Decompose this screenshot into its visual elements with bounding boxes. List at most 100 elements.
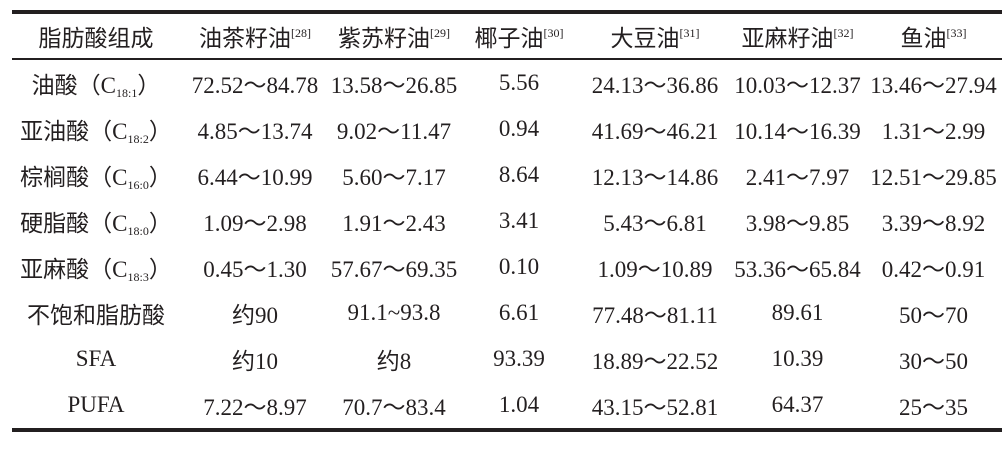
header-cell: 紫苏籽油[29] [330, 12, 458, 59]
table-cell: 8.64 [498, 162, 540, 187]
table-cell: 57.67～69.35 [330, 257, 458, 282]
header-cell: 脂肪酸组成 [38, 26, 154, 51]
table-row: SFA 约10 约8 93.39 18.89～22.52 10.39 30～50 [12, 336, 1002, 382]
label-end: ） [148, 256, 172, 282]
table-cell: 30～50 [899, 349, 968, 374]
table-row: 棕榈酸（C16:0） 6.44～10.99 5.60～7.17 8.64 12.13～1… [12, 152, 1002, 198]
table-cell: 3.98～9.85 [745, 211, 850, 236]
reference: [29] [430, 26, 450, 40]
table-cell: 3.39～8.92 [881, 211, 986, 236]
table-cell: 1.09～10.89 [597, 257, 713, 282]
oil-name: 椰子油 [474, 26, 544, 51]
table-row: 油酸（C18:1） 72.52～84.78 13.58～26.85 5.56 24.13… [12, 59, 1002, 106]
header-row: 脂肪酸组成 油茶籽油[28] 紫苏籽油[29] 椰子油[30] 大豆油[31] 亚麻籽油… [12, 12, 1002, 59]
table-row: PUFA 7.22～8.97 70.7～83.4 1.04 43.15～52.81 64.… [12, 382, 1002, 430]
table-cell: 5.60～7.17 [342, 165, 446, 190]
reference: [32] [833, 26, 854, 40]
table-cell: 18.89～22.52 [591, 349, 719, 374]
oil-name: 鱼油 [900, 26, 947, 51]
table-cell: 5.43～6.81 [603, 211, 707, 236]
table-row: 硬脂酸（C18:0） 1.09～2.98 1.91～2.43 3.41 5.43～6.8… [12, 198, 1002, 244]
table-cell: 12.13～14.86 [591, 165, 719, 190]
header-cell: 鱼油[33] [865, 12, 1002, 59]
label-end: ） [148, 210, 172, 236]
table-cell: 1.31～2.99 [881, 119, 986, 144]
oil-name: 紫苏籽油 [338, 26, 430, 51]
row-label: SFA [12, 336, 180, 382]
fatty-acid-table: 脂肪酸组成 油茶籽油[28] 紫苏籽油[29] 椰子油[30] 大豆油[31] 亚麻籽油… [12, 10, 1002, 432]
row-label: 棕榈酸（C16:0） [12, 152, 180, 198]
label-end: ） [148, 164, 172, 190]
table-cell: 6.44～10.99 [197, 165, 313, 190]
table-cell: 41.69～46.21 [591, 119, 719, 144]
label-text: 棕榈酸（C [20, 164, 128, 190]
oil-name: 大豆油 [610, 26, 680, 51]
header-cell: 亚麻籽油[32] [730, 12, 865, 59]
table-row: 亚麻酸（C18:3） 0.45～1.30 57.67～69.35 0.10 1.09～1… [12, 244, 1002, 290]
table-cell: 9.02～11.47 [336, 119, 452, 144]
table-cell: 0.94 [498, 116, 540, 141]
table-cell: 2.41～7.97 [745, 165, 850, 190]
table-cell: 约8 [376, 349, 412, 374]
label-subscript: 16:0 [127, 177, 149, 192]
table-cell: 10.14～16.39 [734, 119, 861, 144]
table-cell: 72.52～84.78 [191, 73, 319, 98]
label-text: SFA [75, 346, 117, 371]
table-cell: 13.46～27.94 [870, 73, 997, 98]
label-end: ） [137, 72, 161, 98]
row-label: 不饱和脂肪酸 [12, 290, 180, 336]
header-cell: 大豆油[31] [580, 12, 730, 59]
reference: [33] [946, 26, 967, 40]
table-cell: 89.61 [771, 300, 824, 325]
table-cell: 50～70 [899, 303, 968, 328]
table-header: 脂肪酸组成 油茶籽油[28] 紫苏籽油[29] 椰子油[30] 大豆油[31] 亚麻籽油… [12, 12, 1002, 59]
header-cell: 椰子油[30] [458, 12, 580, 59]
table-cell: 约10 [232, 349, 278, 374]
table-cell: 91.1~93.8 [347, 300, 441, 325]
table-cell: 10.03～12.37 [734, 73, 861, 98]
oil-name: 油茶籽油 [199, 26, 291, 51]
reference: [30] [543, 26, 564, 40]
row-label: 亚油酸（C18:2） [12, 106, 180, 152]
label-end: ） [148, 118, 172, 144]
table-cell: 24.13～36.86 [591, 73, 719, 98]
reference: [31] [679, 26, 700, 40]
table-cell: 1.09～2.98 [203, 211, 307, 236]
table-cell: 25～35 [899, 395, 968, 420]
table-cell: 1.04 [498, 392, 540, 417]
table-row: 亚油酸（C18:2） 4.85～13.74 9.02～11.47 0.94 41.69～… [12, 106, 1002, 152]
reference: [28] [291, 26, 311, 40]
table-cell: 70.7～83.4 [342, 395, 446, 420]
label-text: 亚油酸（C [20, 118, 128, 144]
label-subscript: 18:3 [127, 269, 149, 284]
table-cell: 1.91～2.43 [342, 211, 446, 236]
table-cell: 13.58～26.85 [330, 73, 458, 98]
label-text: 油酸（C [31, 72, 116, 98]
table-row: 不饱和脂肪酸 约90 91.1~93.8 6.61 77.48～81.11 89.61 50… [12, 290, 1002, 336]
label-text: 硬脂酸（C [20, 210, 128, 236]
table-cell: 6.61 [498, 300, 540, 325]
table-cell: 93.39 [493, 346, 545, 371]
label-text: PUFA [67, 392, 125, 417]
row-label: 油酸（C18:1） [12, 59, 180, 106]
table-cell: 4.85～13.74 [197, 119, 313, 144]
row-label: 亚麻酸（C18:3） [12, 244, 180, 290]
label-subscript: 18:1 [116, 85, 138, 100]
table-cell: 12.51～29.85 [870, 165, 997, 190]
table-cell: 3.41 [498, 208, 540, 233]
row-label: 硬脂酸（C18:0） [12, 198, 180, 244]
table-body: 油酸（C18:1） 72.52～84.78 13.58～26.85 5.56 24.13… [12, 59, 1002, 430]
table-cell: 64.37 [771, 392, 824, 417]
table-cell: 0.45～1.30 [203, 257, 307, 282]
table-cell: 0.42～0.91 [881, 257, 986, 282]
label-text: 不饱和脂肪酸 [27, 303, 165, 328]
table-cell: 53.36～65.84 [734, 257, 861, 282]
header-cell: 油茶籽油[28] [180, 12, 330, 59]
label-subscript: 18:2 [127, 131, 149, 146]
label-text: 亚麻酸（C [20, 256, 128, 282]
table-cell: 77.48～81.11 [592, 303, 718, 328]
table-cell: 43.15～52.81 [591, 395, 719, 420]
row-label: PUFA [12, 382, 180, 430]
table-cell: 0.10 [498, 254, 540, 279]
